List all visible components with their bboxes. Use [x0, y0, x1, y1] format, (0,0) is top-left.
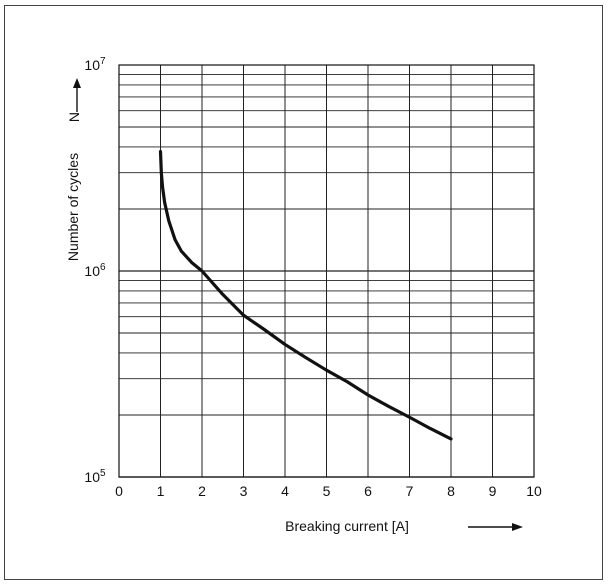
x-tick-label: 2	[198, 483, 206, 499]
x-axis-arrow	[468, 523, 523, 531]
x-tick-label: 6	[364, 483, 372, 499]
x-tick-label: 7	[406, 483, 414, 499]
x-axis-label: Breaking current [A]	[285, 518, 409, 534]
x-tick-label: 1	[157, 483, 165, 499]
x-tick-label: 0	[115, 483, 123, 499]
y-tick-label: 105	[84, 468, 106, 485]
y-axis-label: Number of cycles	[65, 153, 81, 261]
y-axis-symbol: N	[66, 112, 82, 122]
y-tick-labels: 105 106 107	[84, 56, 106, 485]
plot-border	[118, 64, 535, 478]
y-tick-label: 106	[84, 262, 106, 279]
x-tick-labels: 0 1 2 3 4 5 6 7 8 9 10	[115, 483, 542, 499]
x-tick-label: 9	[489, 483, 497, 499]
series-curve	[158, 149, 453, 441]
x-tick-label: 8	[447, 483, 455, 499]
y-axis-arrow	[73, 78, 81, 112]
x-tick-label: 5	[323, 483, 331, 499]
figure-frame	[4, 5, 603, 580]
grid	[118, 65, 535, 478]
x-tick-label: 4	[281, 483, 289, 499]
x-tick-label: 3	[240, 483, 248, 499]
y-tick-label: 107	[84, 56, 106, 73]
x-tick-label: 10	[526, 483, 542, 499]
